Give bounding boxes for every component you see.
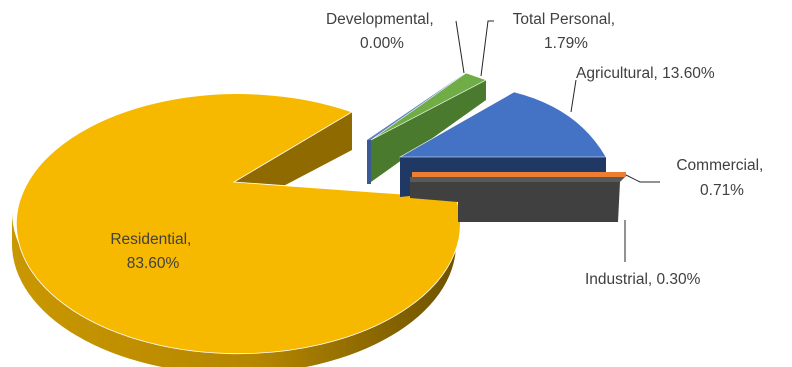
label-residential-line2: 83.60% [127,255,180,272]
slice-total-personal-top [370,72,487,141]
label-commercial-line1: Commercial, [676,157,763,174]
slice-residential [12,93,461,367]
slice-commercial-top [412,172,626,177]
label-total-personal-line2: 1.79% [544,35,588,52]
slice-agricultural-top [398,91,607,158]
label-commercial-line2: 0.71% [700,182,744,199]
slice-residential-top [15,93,461,355]
slice-developmental-side [367,140,371,184]
leader-agricultural [570,79,577,113]
slice-industrial [410,177,625,222]
leader-developmental [455,20,465,74]
label-developmental-line2: 0.00% [360,35,404,52]
label-residential: Residential, 83.60% [110,231,195,272]
label-industrial-line1: Industrial, 0.30% [585,271,701,288]
slice-total-personal [370,72,487,182]
leader-total-personal [480,20,494,77]
label-agricultural: Agricultural, 13.60% [576,65,715,82]
slice-industrial-top [410,177,625,182]
label-total-personal: Total Personal, 1.79% [513,11,620,52]
slice-industrial-side [410,182,620,222]
slice-commercial [412,172,626,177]
label-total-personal-line1: Total Personal, [513,11,616,28]
label-agricultural-line1: Agricultural, 13.60% [576,65,715,82]
label-developmental: Developmental, 0.00% [326,11,438,52]
leader-commercial [625,174,660,183]
label-industrial: Industrial, 0.30% [585,271,701,288]
slice-total-personal-side [371,80,486,182]
label-commercial: Commercial, 0.71% [676,157,767,199]
label-developmental-line1: Developmental, [326,11,434,28]
label-residential-line1: Residential, [110,231,191,248]
